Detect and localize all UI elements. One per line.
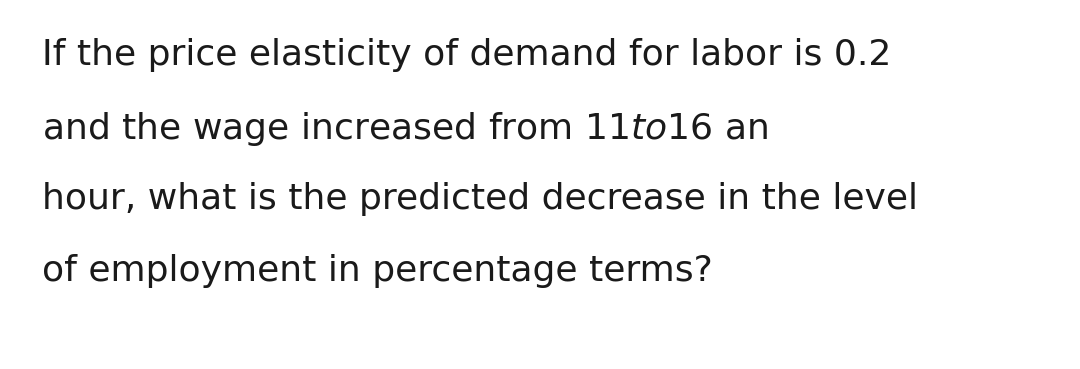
Text: hour, what is the predicted decrease in the level: hour, what is the predicted decrease in … [42,182,918,216]
Text: and the wage increased from $11 to $16 an: and the wage increased from $11 to $16 a… [42,110,768,148]
Text: of employment in percentage terms?: of employment in percentage terms? [42,254,713,288]
Text: If the price elasticity of demand for labor is 0.2: If the price elasticity of demand for la… [42,38,891,72]
